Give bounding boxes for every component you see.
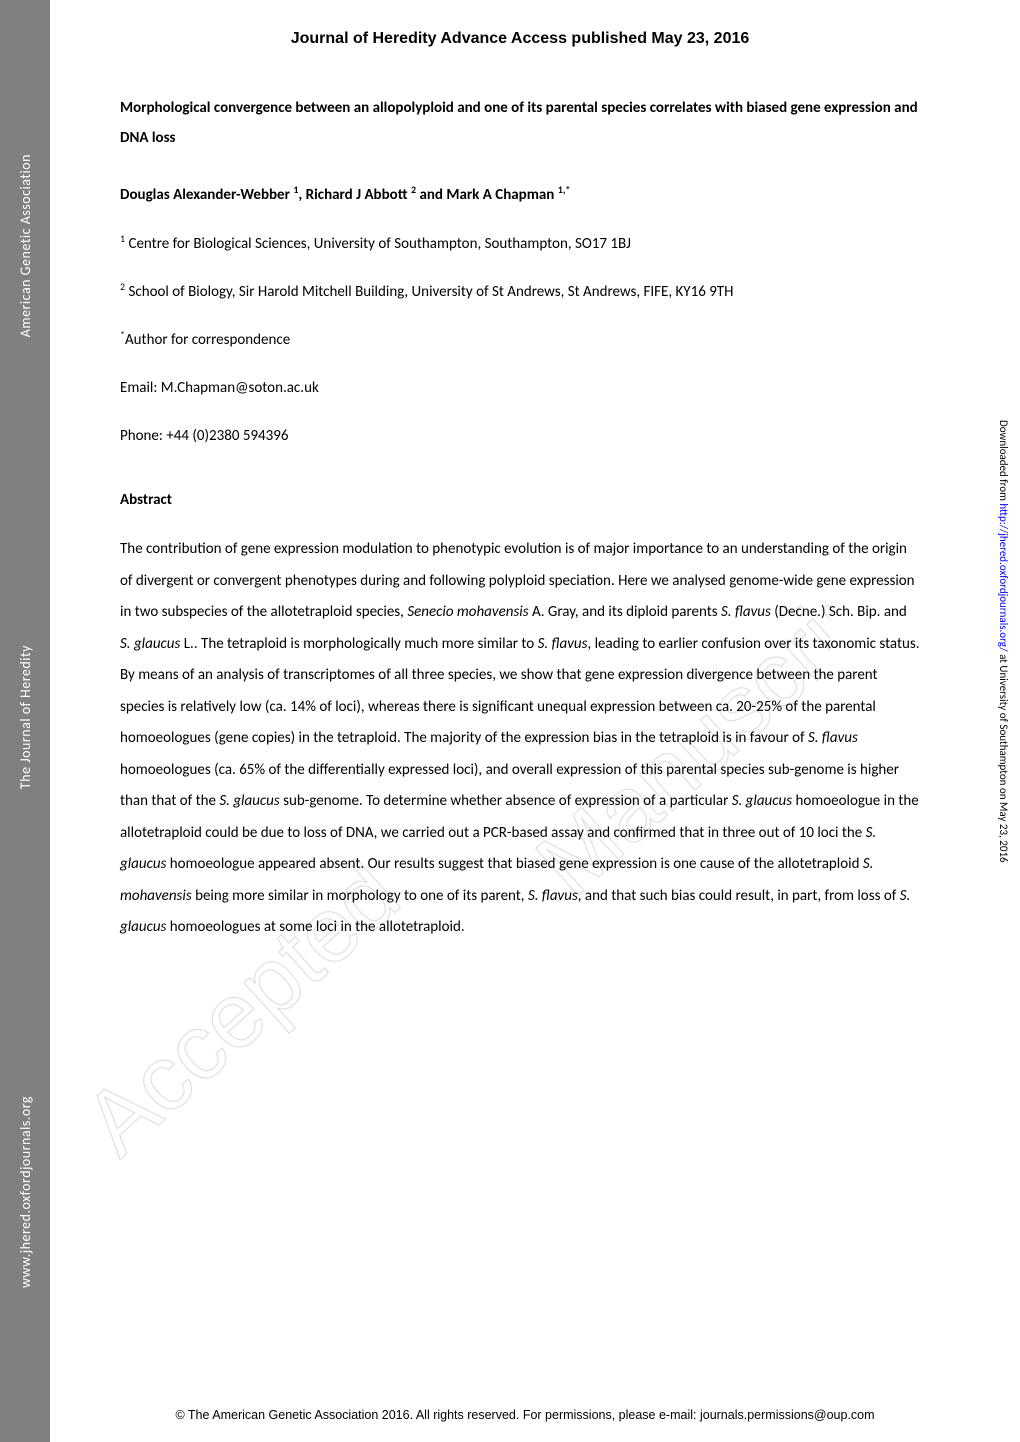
authors: Douglas Alexander-Webber 1, Richard J Ab… <box>120 183 920 204</box>
email: Email: M.Chapman@soton.ac.uk <box>120 373 920 403</box>
sidebar-association: American Genetic Association <box>17 134 34 357</box>
copyright-notice: © The American Genetic Association 2016.… <box>50 1408 1000 1422</box>
sidebar-journal: The Journal of Heredity <box>17 625 34 809</box>
left-sidebar: American Genetic Association The Journal… <box>0 0 50 1442</box>
affiliation-2: 2 School of Biology, Sir Harold Mitchell… <box>120 277 920 307</box>
article-title: Morphological convergence between an all… <box>120 93 920 153</box>
main-content: Journal of Heredity Advance Access publi… <box>50 0 1020 974</box>
affiliation-1: 1 Centre for Biological Sciences, Univer… <box>120 229 920 259</box>
abstract-body: The contribution of gene expression modu… <box>120 534 920 944</box>
abstract-heading: Abstract <box>120 491 920 509</box>
sidebar-url: www.jhered.oxfordjournals.org <box>17 1076 34 1308</box>
journal-header: Journal of Heredity Advance Access publi… <box>120 30 920 48</box>
phone: Phone: +44 (0)2380 594396 <box>120 421 920 451</box>
corresponding-author: *Author for correspondence <box>120 325 920 355</box>
